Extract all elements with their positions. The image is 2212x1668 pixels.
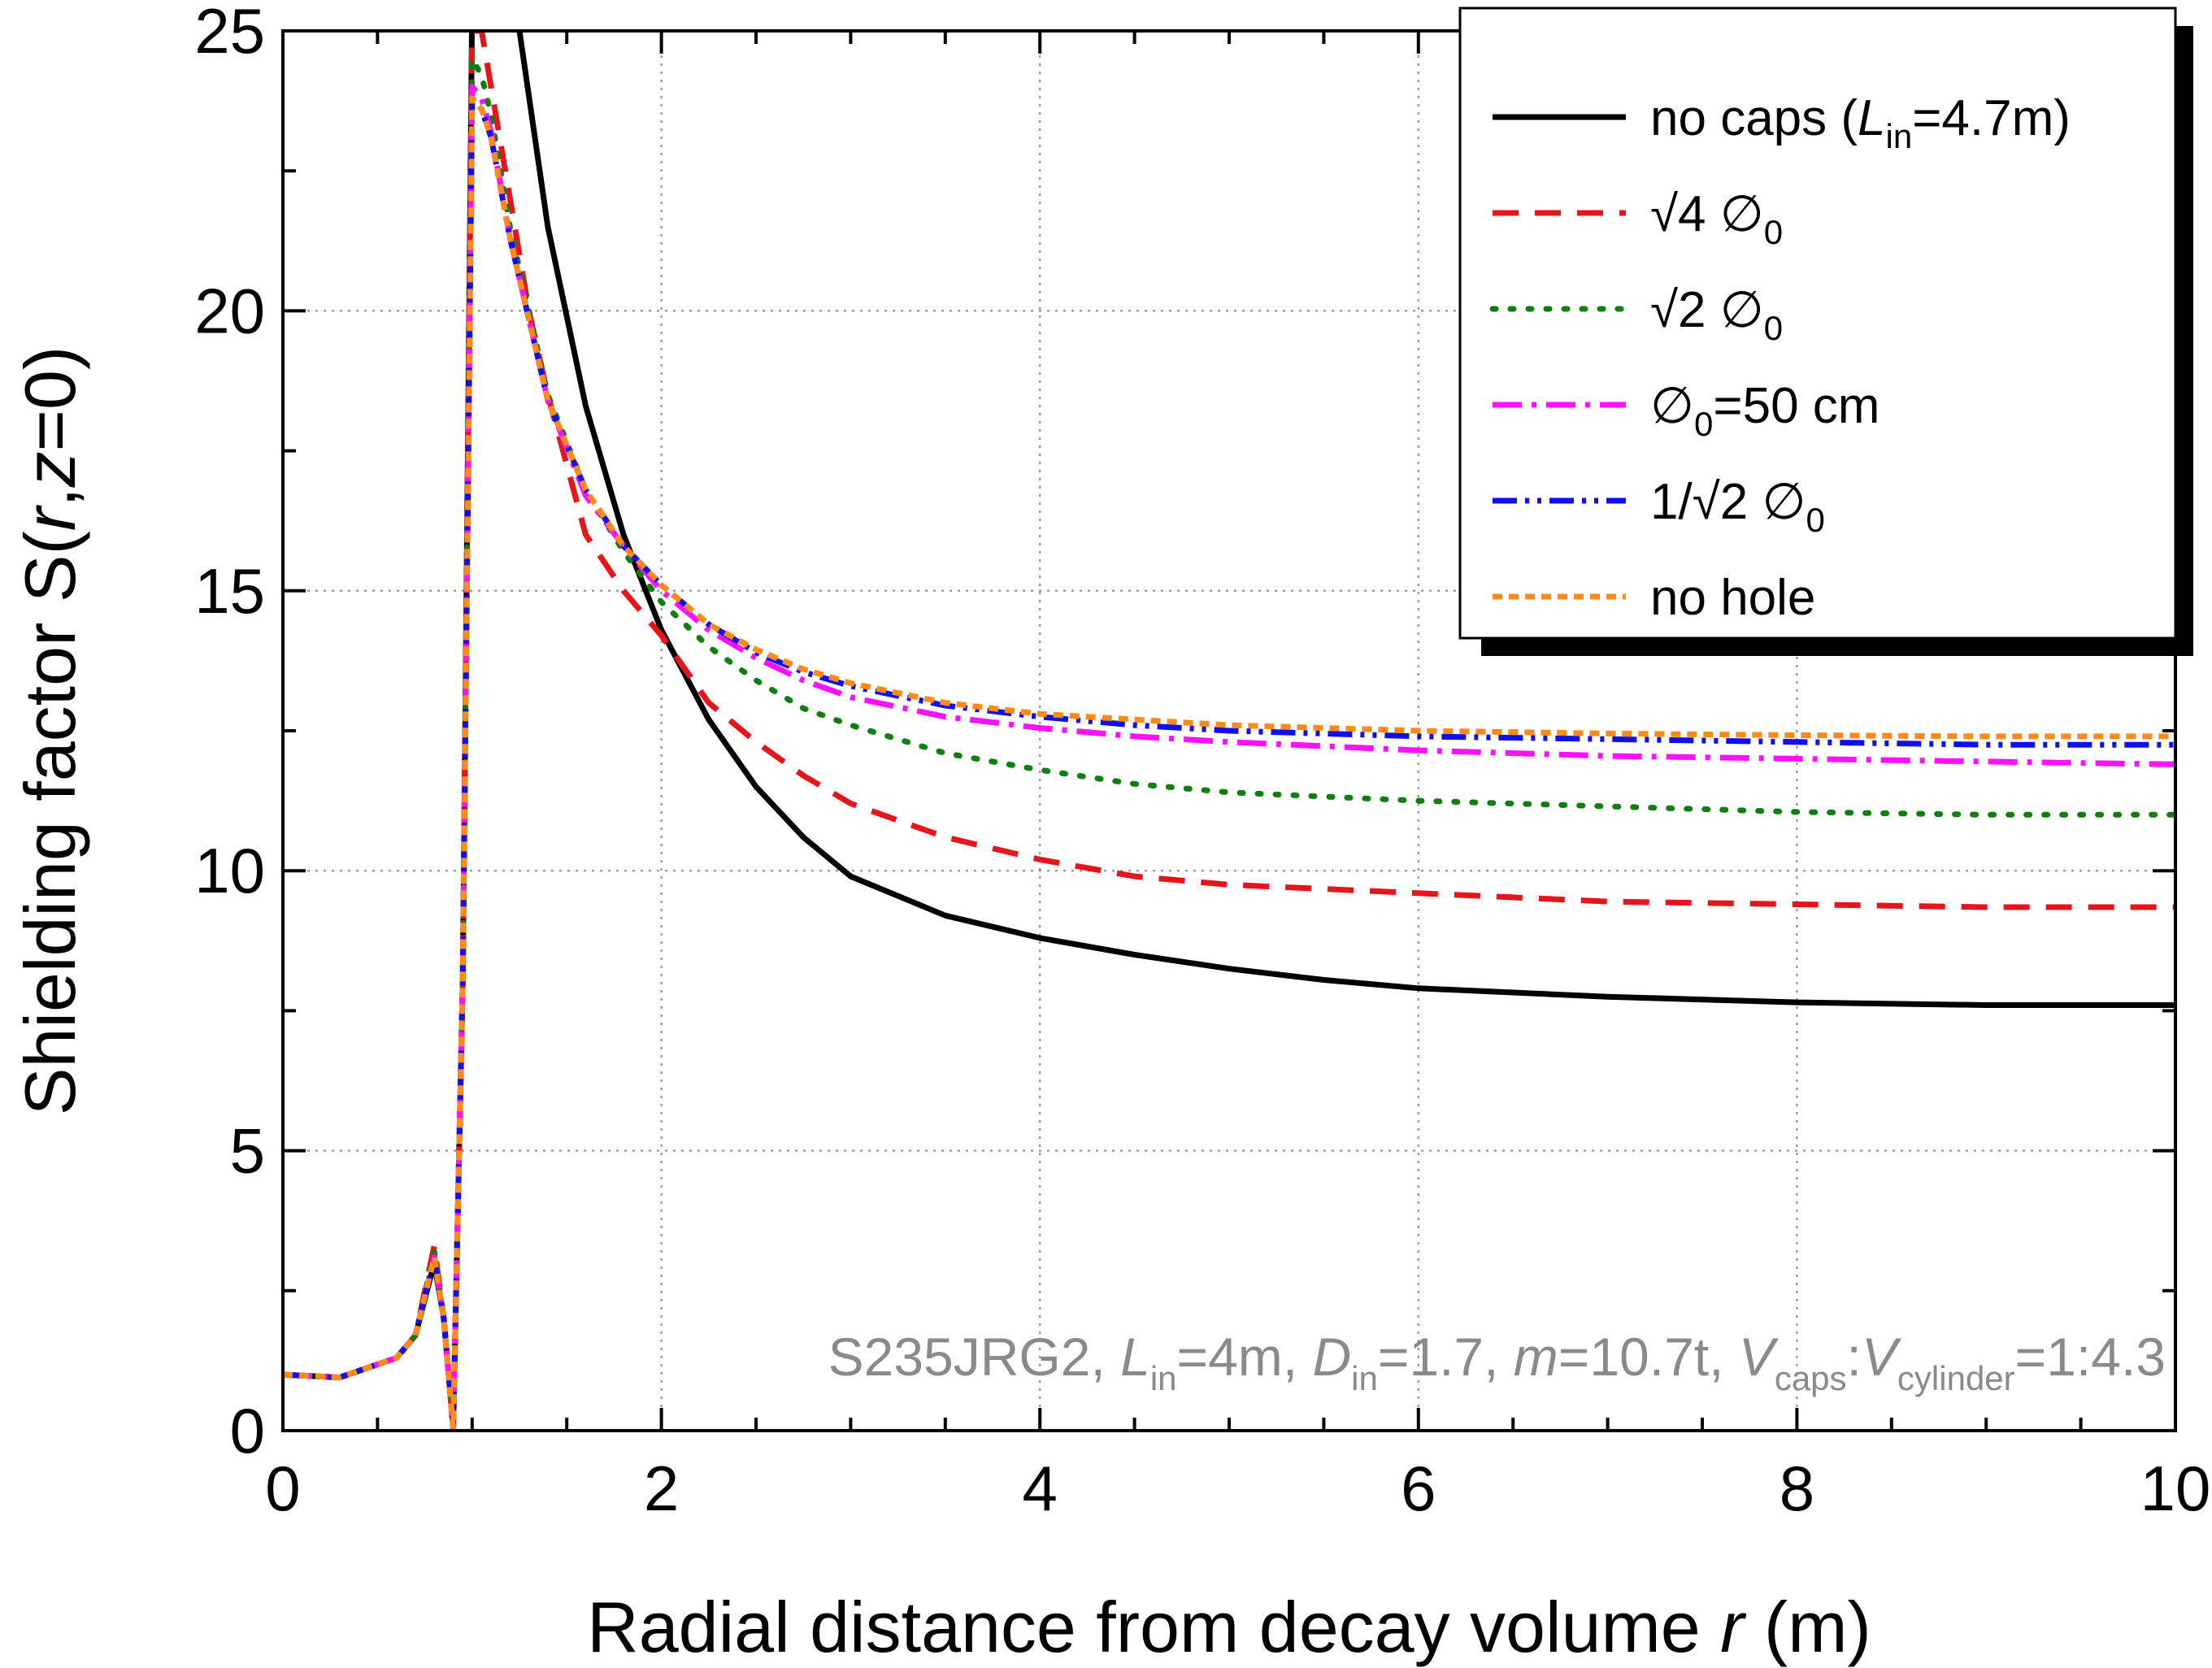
x-tick-label: 8 (1780, 1453, 1814, 1524)
y-tick-label: 5 (230, 1115, 265, 1187)
legend-box (1458, 7, 2177, 640)
legend: no caps (Lin=4.7m) √4 ∅0 √2 ∅0 ∅0=50 cm … (1458, 7, 2193, 656)
x-tick-labels: 0 2 4 6 8 10 (265, 1453, 2210, 1524)
series-layer (283, 31, 2175, 1431)
legend-label: √4 ∅0 (1650, 186, 1783, 251)
legend-label: no hole (1650, 570, 1815, 626)
x-tick-label: 10 (2140, 1453, 2211, 1524)
x-tick-label: 0 (265, 1453, 300, 1524)
y-tick-label: 10 (194, 835, 265, 906)
x-tick-label: 2 (644, 1453, 679, 1524)
legend-label: ∅0=50 cm (1650, 378, 1880, 443)
legend-label: no caps (Lin=4.7m) (1650, 90, 2071, 155)
y-tick-labels: 0 5 10 15 20 25 (194, 0, 265, 1466)
y-axis-title: Shielding factor S(r,z=0) (10, 346, 90, 1115)
legend-label: √2 ∅0 (1650, 282, 1783, 347)
y-tick-label: 0 (230, 1395, 265, 1466)
legend-label: 1/√2 ∅0 (1650, 474, 1825, 539)
y-tick-label: 25 (194, 0, 265, 67)
legend-entry: √4 ∅0 (1493, 186, 1783, 251)
legend-entry: 1/√2 ∅0 (1493, 474, 1825, 539)
legend-entry: no caps (Lin=4.7m) (1493, 90, 2071, 155)
series-line-5 (283, 95, 2175, 1431)
x-tick-label: 6 (1401, 1453, 1436, 1524)
legend-entry: ∅0=50 cm (1493, 378, 1880, 443)
series-line-2 (283, 55, 2175, 1431)
y-tick-label: 15 (194, 555, 265, 627)
series-line-4 (283, 95, 2175, 1431)
legend-entry: no hole (1493, 570, 1815, 626)
legend-entry: √2 ∅0 (1489, 282, 1783, 347)
y-tick-label: 20 (194, 275, 265, 346)
x-axis-title: Radial distance from decay volume r (m) (587, 1587, 1871, 1667)
x-tick-label: 4 (1023, 1453, 1058, 1524)
material-annotation: S235JRG2, Lin=4m, Din=1.7, m=10.7t, Vcap… (828, 1327, 2166, 1397)
